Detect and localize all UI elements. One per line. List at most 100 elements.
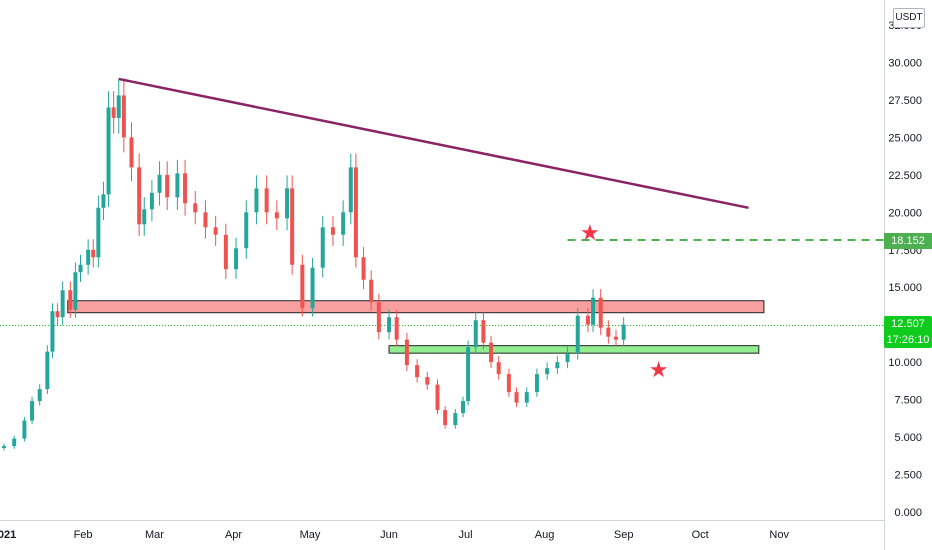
candle-body: [353, 167, 358, 258]
candle-body: [300, 264, 305, 309]
candle-body: [575, 315, 580, 354]
candle-body: [165, 174, 170, 198]
candle-body: [506, 374, 511, 393]
axes: [0, 0, 885, 550]
y-tick-label: 20.000: [888, 207, 922, 219]
y-tick-label: 5.000: [894, 432, 922, 444]
candle-body: [453, 413, 458, 426]
x-tick-label: Apr: [225, 529, 242, 541]
candle-body: [394, 317, 399, 340]
x-axis-ticks: 2021 Feb Mar Apr May Jun Jul Aug Sep Oct Nov: [0, 529, 789, 541]
y-tick-label: 27.500: [888, 95, 922, 107]
candle-body: [514, 392, 519, 403]
candle-body: [591, 297, 596, 325]
candle-body: [73, 272, 78, 310]
candle-body: [129, 137, 134, 168]
currency-selector[interactable]: USDT: [893, 8, 925, 28]
candle-body: [137, 167, 142, 225]
candle-body: [193, 203, 198, 213]
x-tick-label: Mar: [145, 529, 164, 541]
candle-body: [404, 339, 409, 366]
candle-body: [254, 188, 259, 213]
candle-body: [203, 212, 208, 228]
candle-body: [30, 401, 35, 421]
x-tick-label: May: [300, 529, 321, 541]
candle-body: [234, 248, 239, 270]
star-icon: ★: [648, 356, 669, 382]
candle-body: [68, 290, 73, 310]
x-tick-label: Sep: [614, 529, 634, 541]
x-tick-label: Feb: [74, 529, 93, 541]
candle-body: [598, 297, 603, 328]
candle-body: [461, 401, 465, 414]
candle-body: [565, 353, 570, 363]
candle-body: [425, 377, 430, 385]
candle-body: [489, 342, 494, 363]
candle-body: [348, 167, 353, 213]
candle-body: [101, 194, 106, 208]
candle-body: [86, 249, 91, 265]
last-price-label: 12.507 17:26:10: [884, 316, 932, 348]
candle-body: [534, 374, 539, 393]
y-tick-label: 0.000: [894, 507, 922, 519]
target-price-label: 18.152: [884, 233, 932, 249]
x-tick-label: 2021: [0, 529, 16, 541]
candle-body: [121, 95, 126, 138]
candle-body: [37, 389, 42, 402]
candle-body: [285, 188, 290, 219]
last-price-value: 12.507: [891, 318, 925, 330]
candle-body: [320, 227, 325, 268]
candle-body: [376, 302, 381, 333]
candle-body: [12, 438, 17, 447]
candle-body: [213, 227, 218, 235]
x-tick-label: Jul: [459, 529, 473, 541]
candle-body: [435, 384, 440, 411]
candle-body: [78, 264, 83, 273]
candle-body: [415, 365, 420, 378]
candle-body: [361, 257, 366, 280]
candle-countdown: 17:26:10: [886, 334, 930, 346]
candle-body: [223, 234, 228, 270]
candle-body: [175, 173, 180, 198]
star-icon: ★: [579, 220, 600, 246]
candle-body: [22, 420, 27, 439]
x-tick-label: Nov: [769, 529, 789, 541]
candle-body: [2, 446, 6, 449]
support-zone: [388, 345, 760, 354]
candle-body: [369, 279, 374, 303]
candle-body: [55, 311, 60, 318]
x-tick-label: Aug: [535, 529, 555, 541]
candle-body: [244, 212, 249, 249]
candle-body: [106, 107, 111, 195]
y-tick-label: 15.000: [888, 282, 922, 294]
candle-body: [157, 174, 162, 193]
candle-body: [183, 173, 188, 204]
candle-body: [555, 362, 560, 369]
candle-body: [264, 188, 269, 213]
candle-body: [330, 227, 335, 235]
candlestick-series: [2, 78, 626, 451]
candle-body: [443, 410, 448, 426]
candle-body: [466, 347, 471, 402]
candle-body: [614, 336, 618, 340]
x-tick-label: Jun: [380, 529, 398, 541]
candle-body: [545, 368, 550, 375]
candle-body: [91, 249, 96, 258]
candle-body: [274, 212, 279, 219]
candle-body: [50, 311, 55, 352]
candle-body: [310, 267, 315, 309]
candle-body: [142, 209, 147, 225]
candle-body: [149, 192, 154, 210]
candle-body: [341, 212, 346, 235]
candle-body: [111, 107, 116, 118]
candle-body: [524, 392, 529, 403]
candle-body: [473, 320, 478, 348]
resistance-zone: [67, 300, 765, 314]
y-tick-label: 25.000: [888, 132, 922, 144]
candle-body: [387, 317, 392, 333]
y-tick-label: 30.000: [888, 57, 922, 69]
y-tick-label: 22.500: [888, 170, 922, 182]
y-tick-label: 10.000: [888, 357, 922, 369]
y-tick-label: 7.500: [894, 395, 922, 407]
